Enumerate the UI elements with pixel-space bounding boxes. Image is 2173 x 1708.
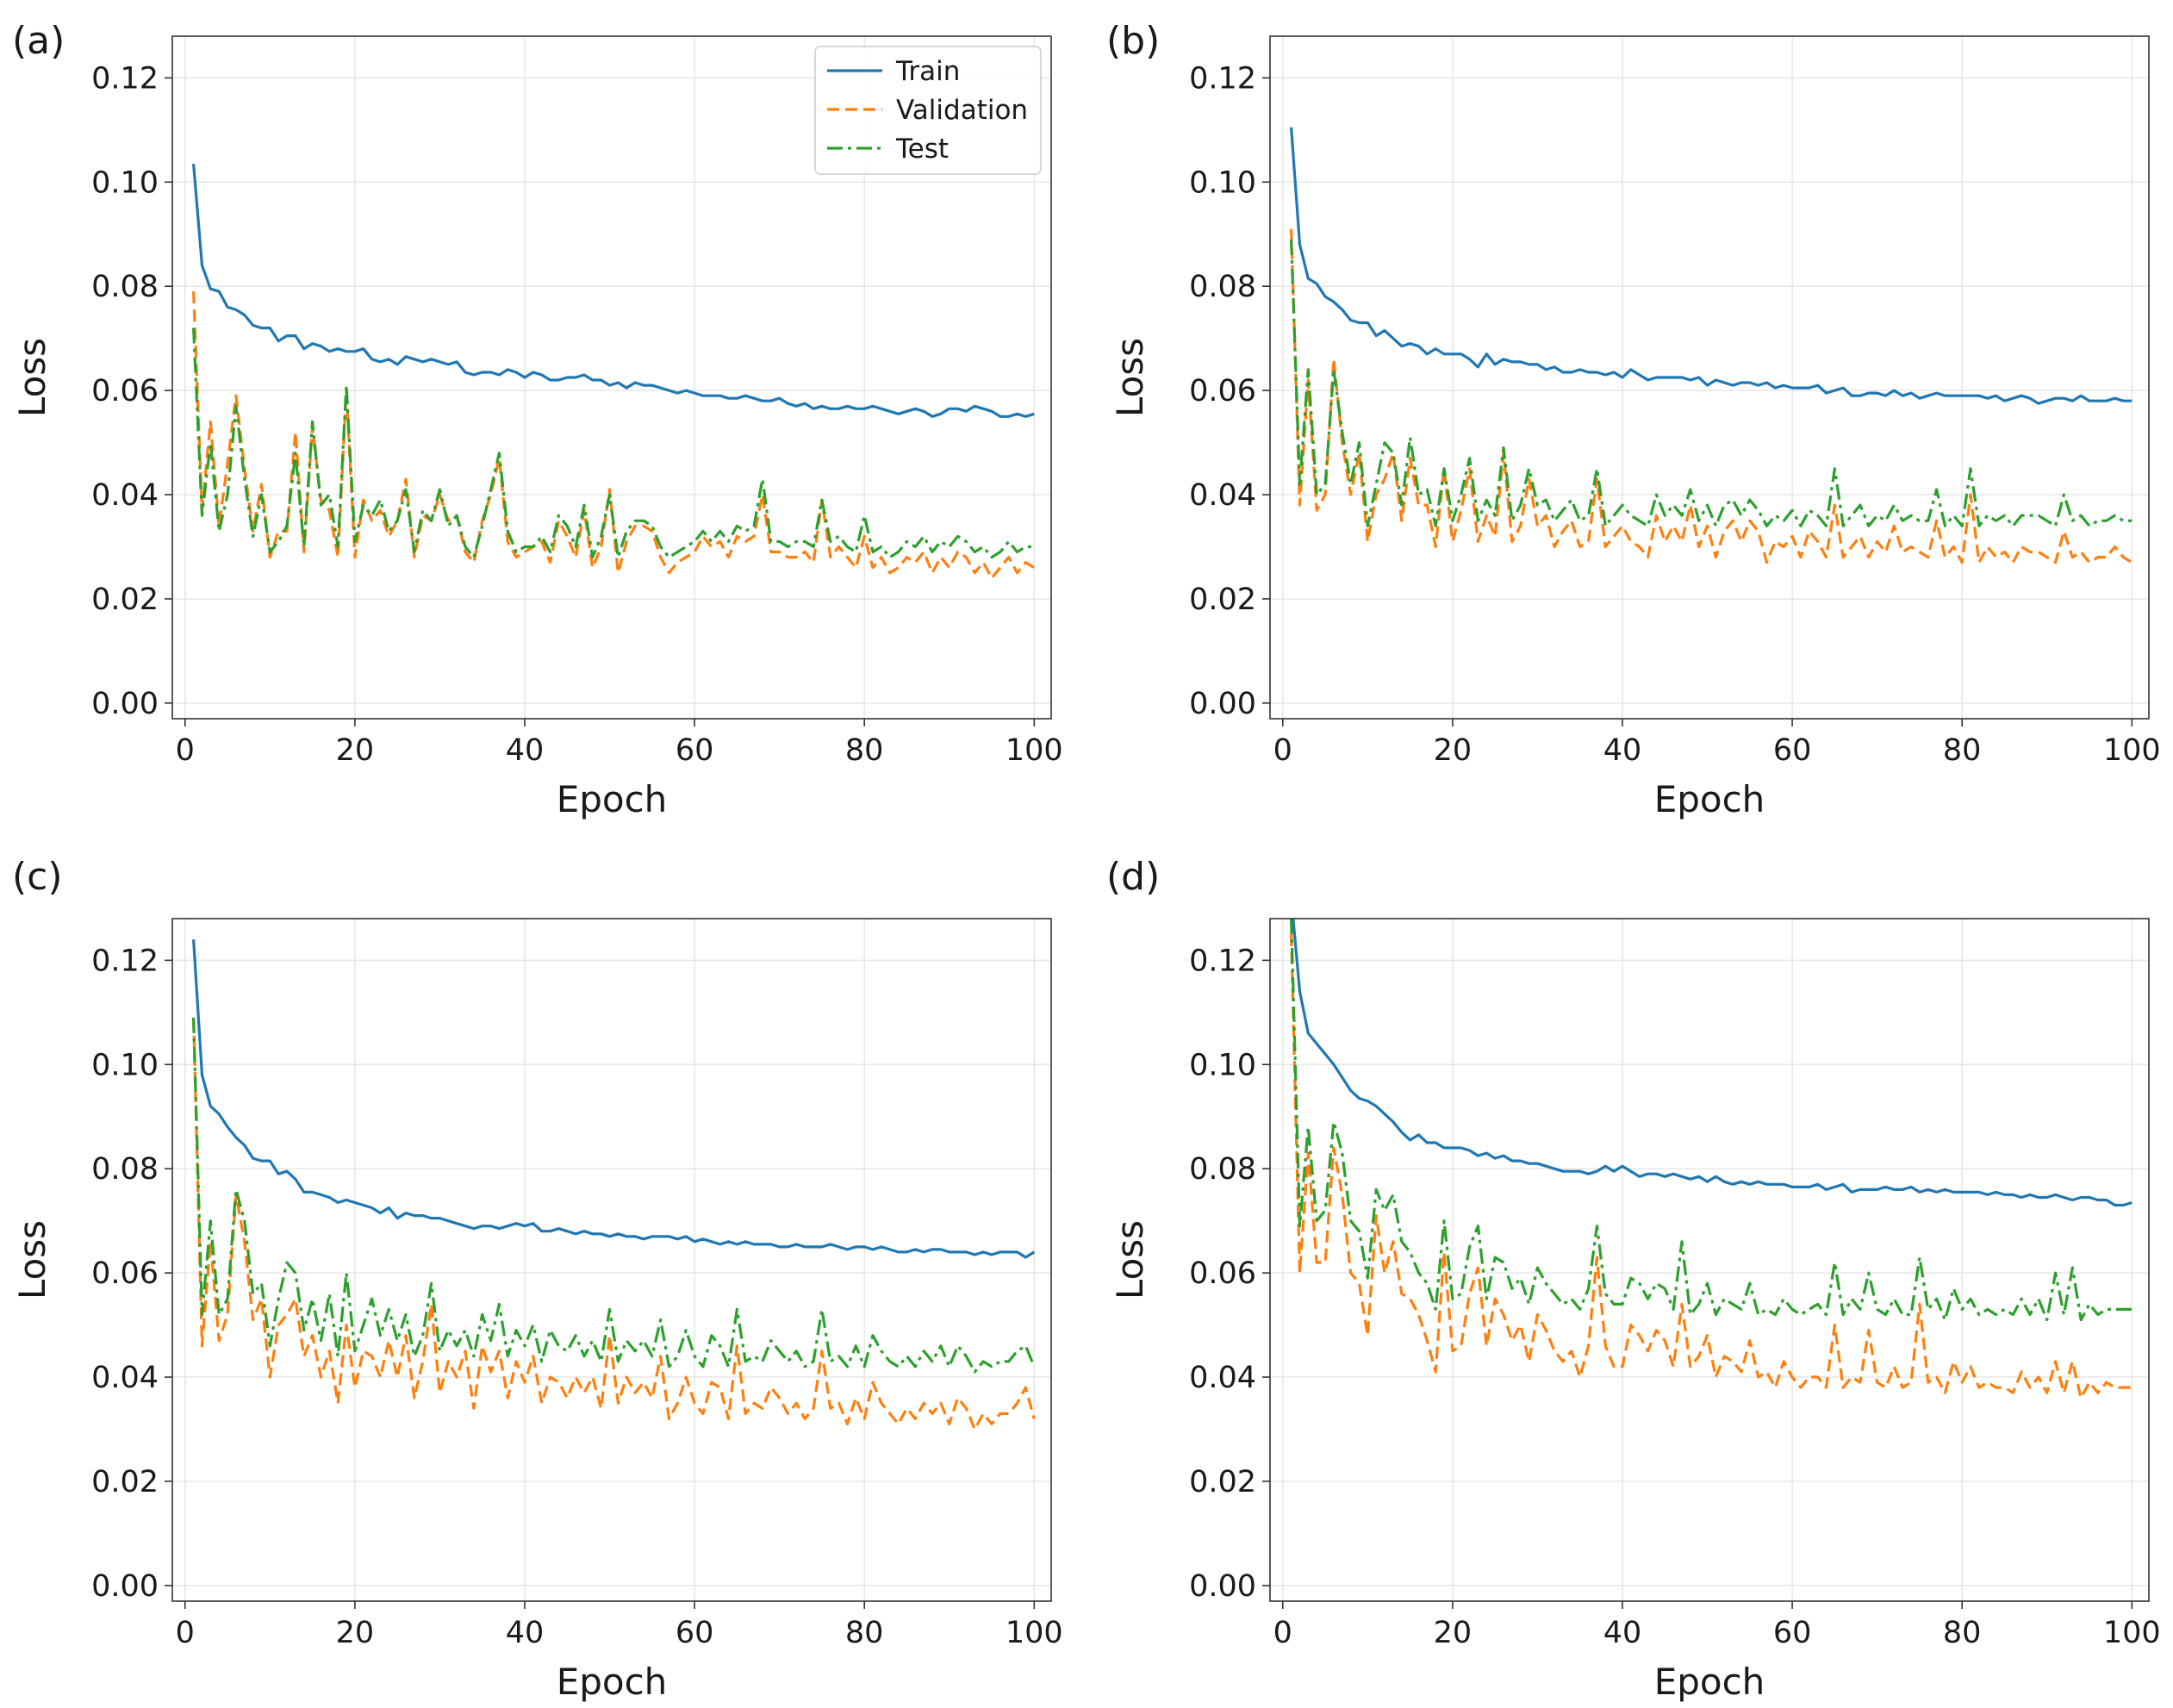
y-tick-label: 0.04	[1189, 1361, 1256, 1395]
series-line-validation	[1290, 228, 2133, 564]
legend-box	[814, 46, 1042, 175]
y-tick-label: 0.00	[1189, 1569, 1256, 1604]
y-tick-label: 0.02	[1189, 1465, 1256, 1499]
chart-panel-a: (a) 0 20 40 60 80 100 0.00 0.02 0.04 0.06 0.08 0.10 0…	[11, 19, 1063, 820]
legend: Train Validation Test	[814, 46, 1042, 175]
series-line-train	[1290, 127, 2133, 405]
y-tick-label: 0.08	[1189, 270, 1256, 304]
y-tick-label: 0.10	[91, 165, 159, 200]
y-tick-label: 0.12	[91, 944, 159, 978]
x-tick-label: 40	[506, 733, 545, 768]
panel-label-a: (a)	[12, 19, 65, 63]
legend-label-validation: Validation	[896, 95, 1028, 126]
x-tick-label: 100	[2103, 733, 2161, 768]
y-tick-label: 0.02	[91, 1465, 159, 1499]
x-tick-label: 80	[845, 733, 884, 768]
x-tick-label: 60	[1773, 733, 1812, 768]
y-tick-label: 0.12	[1189, 61, 1256, 96]
y-axis-label: Loss	[1109, 1220, 1151, 1300]
y-tick-label: 0.02	[1189, 583, 1256, 617]
x-tick-label: 100	[1006, 733, 1063, 768]
y-tick-label: 0.12	[1189, 944, 1256, 978]
x-tick-label: 100	[1006, 1616, 1063, 1650]
x-tick-label: 80	[1943, 1616, 1982, 1650]
x-tick-label: 80	[1943, 733, 1982, 768]
x-tick-label: 40	[506, 1616, 545, 1650]
x-tick-label: 60	[676, 1616, 714, 1650]
x-tick-label: 60	[1773, 1616, 1812, 1650]
y-tick-label: 0.00	[91, 687, 159, 721]
panel-label-d: (d)	[1106, 855, 1160, 899]
chart-panel-b: (b) 0 20 40 60 80 100 0.00 0.02 0.04 0.06 0.08 0.10 0…	[1106, 19, 2161, 820]
y-tick-label: 0.06	[1189, 1256, 1256, 1291]
chart-panel-d: (d) 0 20 40 60 80 100 0.00 0.02 0.04 0.06 0.08 0.10 0…	[1106, 855, 2161, 1703]
y-axis-label: Loss	[11, 1220, 53, 1300]
x-tick-label: 20	[1434, 733, 1473, 768]
series-line-test	[1290, 239, 2133, 527]
y-tick-label: 0.06	[91, 374, 159, 408]
x-tick-label: 0	[1273, 1616, 1292, 1650]
x-tick-label: 80	[845, 1616, 884, 1650]
y-tick-label: 0.06	[91, 1256, 159, 1291]
x-tick-label: 0	[176, 733, 195, 768]
y-tick-label: 0.00	[91, 1569, 159, 1604]
y-tick-label: 0.10	[1189, 165, 1256, 200]
y-tick-label: 0.10	[91, 1048, 159, 1082]
series-line-validation	[1290, 934, 2133, 1399]
series-line-train	[1292, 919, 2133, 1207]
x-axis-label: Epoch	[557, 778, 668, 820]
x-tick-label: 20	[1434, 1616, 1473, 1650]
y-tick-label: 0.04	[91, 1361, 159, 1395]
x-tick-label: 0	[176, 1616, 195, 1650]
x-tick-label: 20	[336, 733, 375, 768]
series-line-validation	[192, 1017, 1036, 1431]
y-tick-label: 0.04	[91, 478, 159, 513]
series-line-test	[192, 327, 1035, 559]
series-line-test	[192, 1017, 1036, 1374]
series-line-validation	[192, 291, 1036, 580]
y-tick-label: 0.00	[1189, 687, 1256, 721]
axes-frame	[171, 918, 1052, 1602]
legend-label-train: Train	[895, 56, 960, 87]
x-axis-label: Epoch	[557, 1661, 668, 1703]
axes-frame	[1269, 918, 2150, 1602]
y-tick-label: 0.06	[1189, 374, 1256, 408]
axes-frame	[1269, 35, 2150, 720]
legend-label-test: Test	[895, 134, 949, 165]
x-axis-label: Epoch	[1654, 778, 1765, 820]
y-tick-label: 0.08	[1189, 1152, 1256, 1187]
x-tick-label: 100	[2103, 1616, 2161, 1650]
series-line-train	[192, 939, 1036, 1259]
series-line-train	[192, 163, 1035, 418]
chart-panel-c: (c) 0 20 40 60 80 100 0.00 0.02 0.04 0.06 0.08 0.10 0…	[11, 855, 1063, 1703]
y-tick-label: 0.08	[91, 1152, 159, 1187]
y-axis-label: Loss	[1109, 338, 1151, 417]
x-tick-label: 40	[1603, 733, 1642, 768]
y-tick-label: 0.08	[91, 270, 159, 304]
x-tick-label: 60	[676, 733, 714, 768]
y-tick-label: 0.02	[91, 583, 159, 617]
x-tick-label: 0	[1273, 733, 1292, 768]
x-axis-label: Epoch	[1654, 1661, 1765, 1703]
y-axis-label: Loss	[11, 338, 53, 417]
x-tick-label: 20	[336, 1616, 375, 1650]
y-tick-label: 0.12	[91, 61, 159, 96]
y-tick-label: 0.10	[1189, 1048, 1256, 1082]
panel-label-c: (c)	[12, 855, 63, 899]
panel-label-b: (b)	[1106, 19, 1160, 63]
y-tick-label: 0.04	[1189, 478, 1256, 513]
x-tick-label: 40	[1603, 1616, 1642, 1650]
series-line-test	[1290, 919, 2133, 1322]
axes-frame	[171, 35, 1052, 720]
